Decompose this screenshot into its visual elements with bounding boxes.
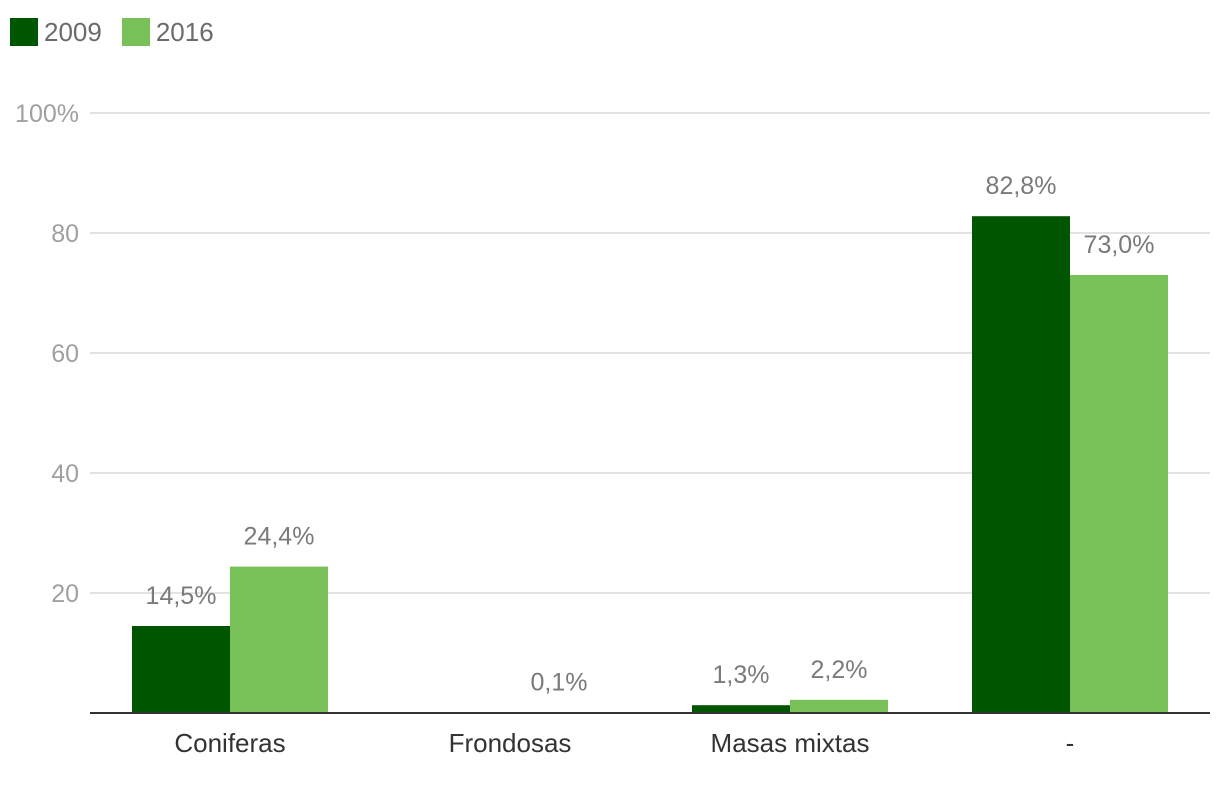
x-tick-label: Frondosas [449, 728, 572, 758]
y-tick-label: 60 [51, 340, 79, 368]
legend-swatch-2016 [121, 18, 150, 46]
legend: 2009 2016 [10, 18, 234, 46]
legend-item-2009[interactable]: 2009 [10, 18, 102, 46]
x-tick-label: Coniferas [174, 728, 285, 758]
legend-label-2009: 2009 [44, 17, 102, 47]
data-label: 0,1% [531, 668, 588, 696]
x-tick-label: - [1066, 728, 1075, 758]
bar[interactable] [692, 705, 790, 713]
y-tick-label: 40 [51, 460, 79, 488]
x-tick-label: Masas mixtas [711, 728, 870, 758]
legend-swatch-2009 [10, 18, 38, 46]
y-tick-label: 20 [51, 580, 79, 608]
data-label: 14,5% [146, 582, 217, 610]
bar[interactable] [230, 566, 328, 713]
bar[interactable] [132, 626, 230, 713]
bar[interactable] [972, 216, 1070, 713]
data-label: 24,4% [244, 523, 315, 551]
y-tick-label: 100% [15, 100, 79, 128]
data-label: 82,8% [986, 172, 1057, 200]
bar[interactable] [790, 699, 888, 713]
legend-label-2016: 2016 [155, 17, 214, 47]
data-label: 73,0% [1084, 231, 1155, 259]
data-label: 2,2% [811, 656, 868, 684]
data-label: 1,3% [713, 661, 770, 689]
bar[interactable] [1070, 275, 1168, 713]
y-tick-label: 80 [51, 220, 79, 248]
legend-item-2016[interactable]: 2016 [121, 17, 214, 47]
